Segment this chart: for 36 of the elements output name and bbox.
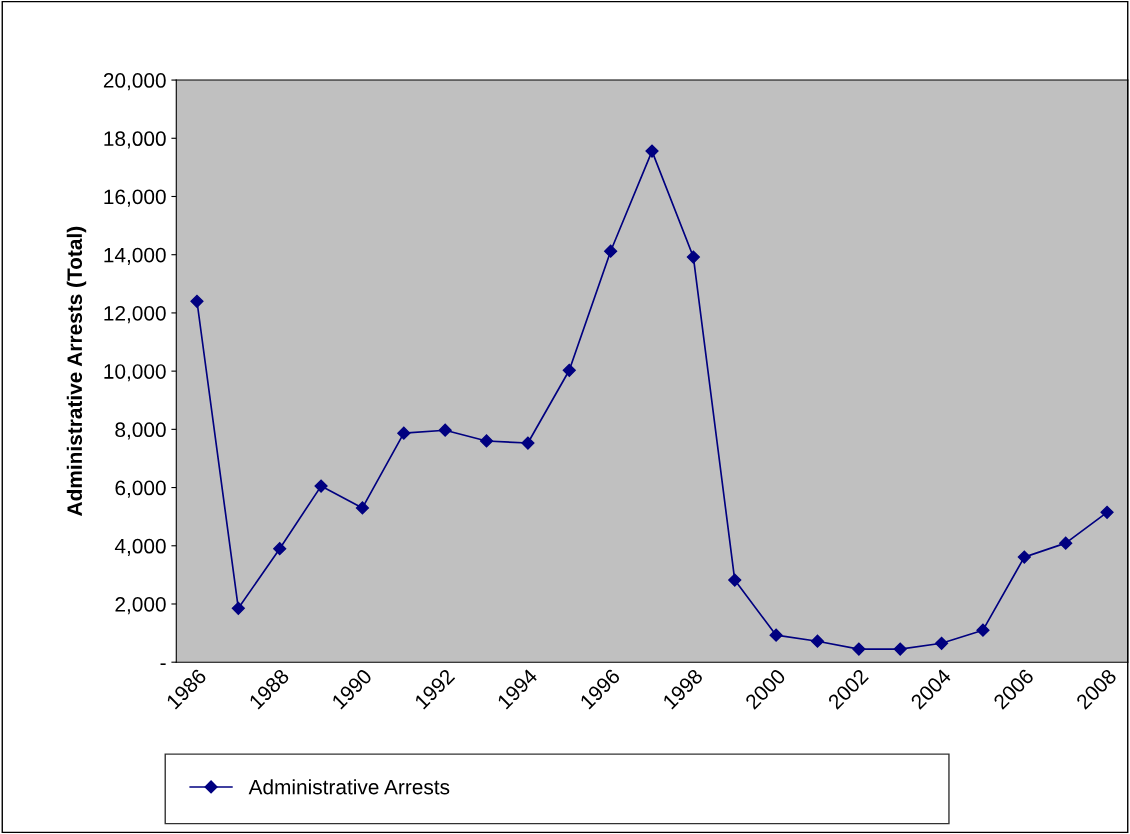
y-axis-title: Administrative Arrests (Total) [66, 226, 87, 516]
point [397, 426, 411, 440]
point [893, 642, 907, 656]
y-tick-label: 10,000 [104, 364, 166, 382]
y-tick-label: - [160, 663, 166, 666]
y-tick-label: 2,000 [115, 596, 166, 615]
point [1059, 536, 1073, 550]
point [1017, 550, 1031, 564]
legend-label: Administrative Arrests [248, 779, 450, 795]
point [521, 436, 535, 450]
y-tick-label: 20,000 [103, 73, 166, 91]
point [976, 623, 990, 637]
point [728, 573, 742, 587]
point [562, 363, 576, 377]
y-tick-label: 4,000 [114, 538, 166, 556]
point [314, 479, 328, 493]
y-tick-label: 8,000 [115, 422, 166, 440]
point [852, 642, 866, 656]
point [769, 628, 783, 642]
point [1100, 505, 1114, 519]
y-tick-label: 6,000 [115, 480, 166, 498]
y-tick-label: 12,000 [104, 305, 166, 324]
point [273, 542, 287, 556]
point [810, 634, 825, 648]
point [934, 636, 949, 650]
point [645, 144, 659, 158]
y-tick-label: 14,000 [104, 247, 166, 265]
point [355, 501, 370, 515]
point [438, 423, 452, 437]
point [479, 434, 494, 448]
point [686, 250, 700, 264]
y-tick-label: 18,000 [104, 131, 166, 149]
y-tick-label: 16,000 [104, 189, 166, 207]
point [604, 244, 618, 258]
point [190, 294, 204, 308]
point [231, 601, 245, 615]
